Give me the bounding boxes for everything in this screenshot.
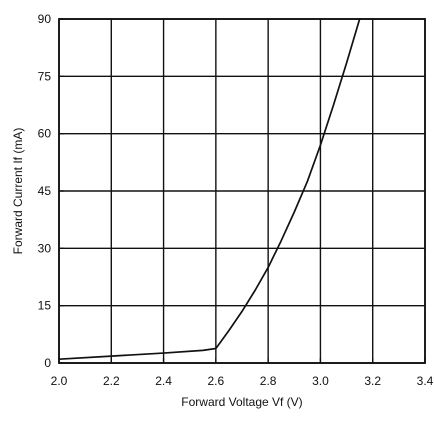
y-tick-label: 15 bbox=[38, 299, 52, 313]
x-axis-title: Forward Voltage Vf (V) bbox=[181, 395, 302, 409]
y-tick-label: 75 bbox=[38, 69, 52, 83]
plot-frame bbox=[58, 18, 426, 364]
x-tick-label: 2.8 bbox=[260, 374, 277, 388]
x-tick-label: 2.2 bbox=[103, 374, 120, 388]
x-tick-label: 2.6 bbox=[208, 374, 225, 388]
y-tick-label: 45 bbox=[38, 184, 52, 198]
y-tick-label: 30 bbox=[38, 241, 52, 255]
grid-layer bbox=[58, 18, 426, 364]
series-line bbox=[58, 18, 361, 361]
x-tick-label: 2.0 bbox=[51, 374, 68, 388]
x-tick-label: 3.2 bbox=[364, 374, 381, 388]
y-tick-label: 90 bbox=[38, 12, 52, 26]
y-tick-label: 0 bbox=[44, 356, 51, 370]
series-layer bbox=[58, 18, 361, 361]
y-tick-label: 60 bbox=[38, 127, 52, 141]
x-tick-label: 3.4 bbox=[417, 374, 434, 388]
tick-layer: 2.0 2.2 2.4 2.6 2.8 3.0 3.2 3.4 0 15 30 45 60 75 90 bbox=[38, 12, 434, 388]
x-tick-label: 2.4 bbox=[155, 374, 172, 388]
y-axis-title: Forward Current If (mA) bbox=[11, 128, 25, 255]
x-tick-label: 3.0 bbox=[312, 374, 329, 388]
